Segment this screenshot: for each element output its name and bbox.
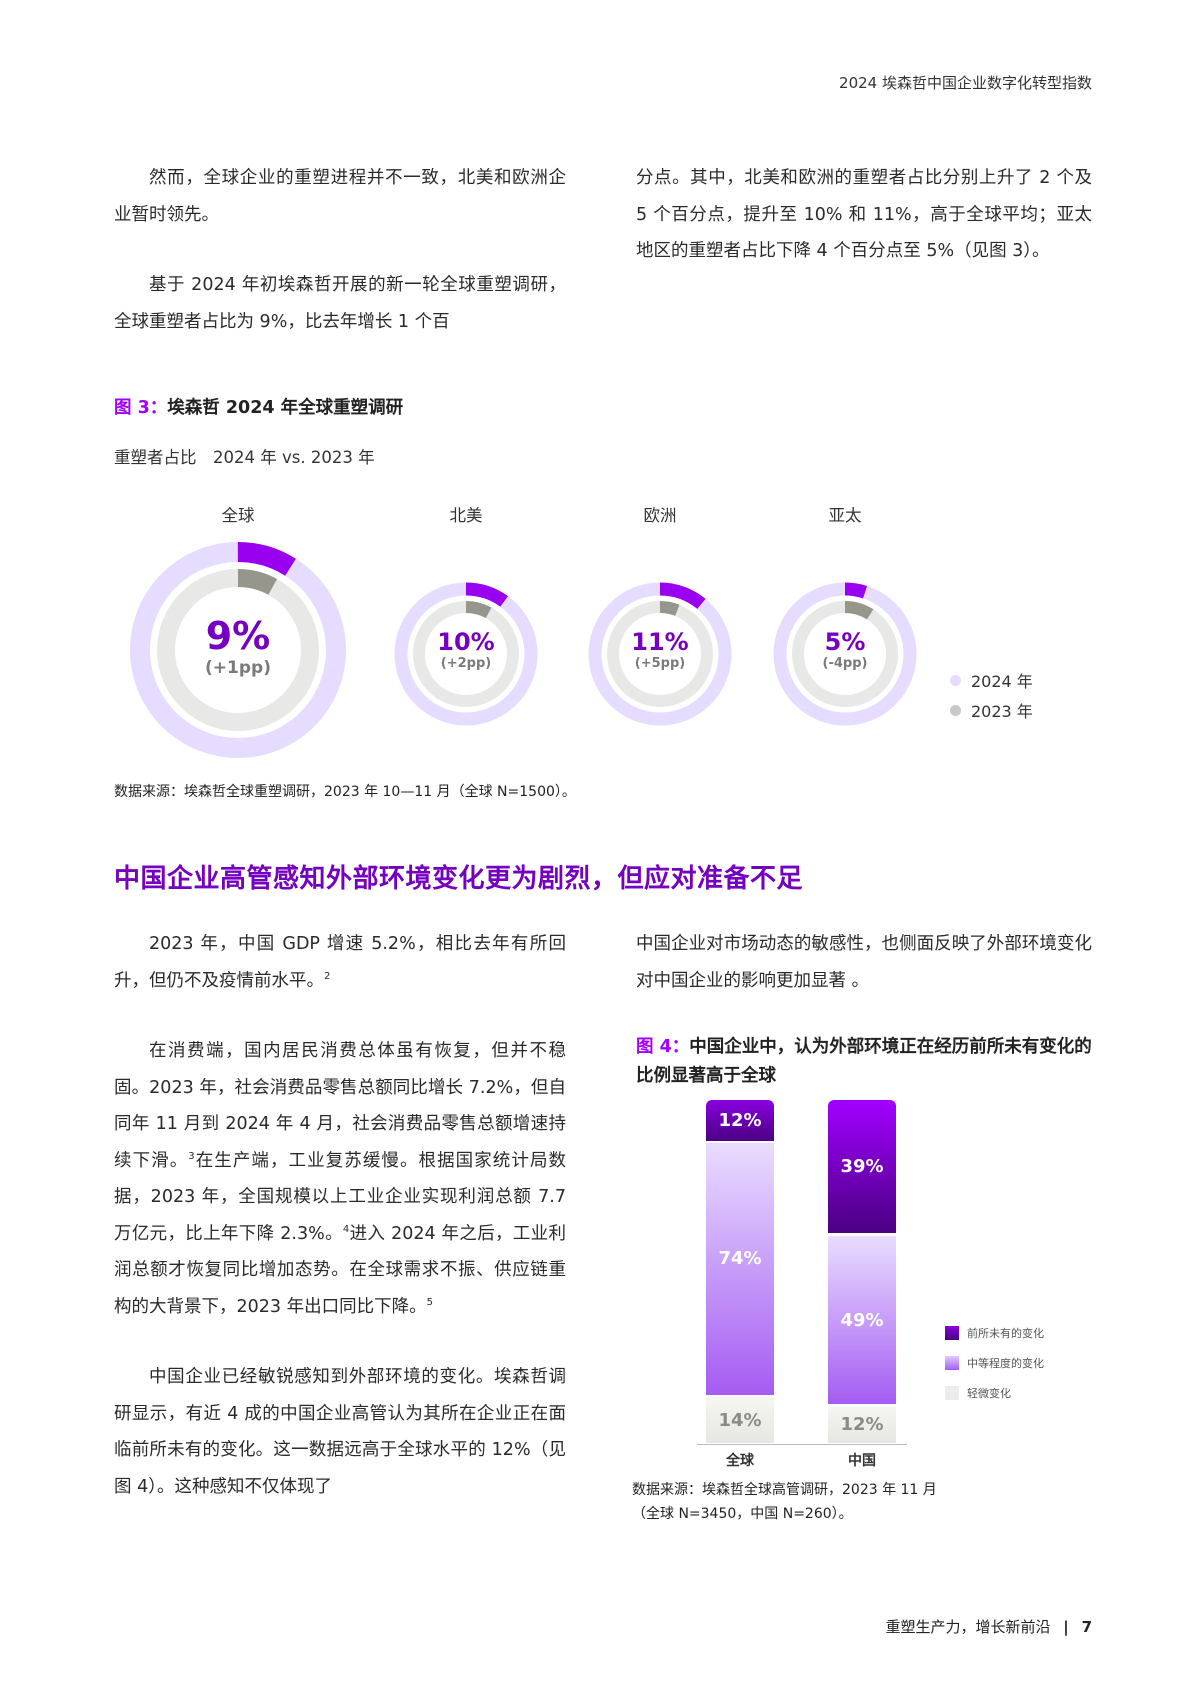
figure-3-subtitle: 重塑者占比 2024 年 vs. 2023 年 bbox=[114, 448, 375, 467]
bar-china-slight: 12% bbox=[828, 1406, 896, 1443]
donut-north-america: 10% (+2pp) bbox=[394, 582, 538, 726]
x-label-global: 全球 bbox=[726, 1453, 754, 1469]
figure-3-title-text: 埃森哲 2024 年全球重塑调研 bbox=[167, 398, 404, 418]
legend-dot-2024-icon bbox=[950, 674, 961, 686]
bar-global-slight: 14% bbox=[706, 1397, 774, 1443]
legend-item-unprecedented: 前所未有的变化 bbox=[945, 1325, 1044, 1341]
intro-paragraph-1: 然而，全球企业的重塑进程并不一致，北美和欧洲企业暂时领先。 bbox=[114, 168, 566, 225]
legend-swatch-unprecedented-icon bbox=[945, 1326, 959, 1340]
intro-right-column: 分点。其中，北美和欧洲的重塑者占比分别上升了 2 个及 5 个百分点，提升至 1… bbox=[636, 160, 1092, 270]
bar-global: 12% 74% 14% bbox=[706, 1100, 774, 1443]
donut-europe: 11% (+5pp) bbox=[588, 582, 732, 726]
region-label-global: 全球 bbox=[221, 506, 255, 525]
footnote-ref: 3 bbox=[188, 1150, 195, 1162]
chart-baseline bbox=[697, 1444, 907, 1445]
figure-4-number: 图 4： bbox=[636, 1037, 690, 1057]
body-right-column: 中国企业对市场动态的敏感性，也侧面反映了外部环境变化对中国企业的影响更加显著 。 bbox=[636, 926, 1092, 999]
figure-3-title: 图 3：埃森哲 2024 年全球重塑调研 bbox=[114, 394, 403, 419]
legend-item-2024: 2024 年 bbox=[950, 668, 1033, 692]
donut-apac: 5% (-4pp) bbox=[773, 582, 917, 726]
footer-text: 重塑生产力，增长新前沿 bbox=[885, 1618, 1051, 1636]
figure-3-number: 图 3： bbox=[114, 398, 168, 418]
legend-item-slight: 轻微变化 bbox=[945, 1385, 1044, 1401]
running-header: 2024 埃森哲中国企业数字化转型指数 bbox=[839, 74, 1092, 92]
donut-apac-change: (-4pp) bbox=[822, 656, 868, 671]
intro-left-column: 然而，全球企业的重塑进程并不一致，北美和欧洲企业暂时领先。 基于 2024 年初… bbox=[114, 160, 566, 340]
figure-4-source: 数据来源：埃森哲全球高管调研，2023 年 11 月 （全球 N=3450，中国… bbox=[632, 1482, 937, 1522]
figure-4-title-text: 中国企业中，认为外部环境正在经历前所未有变化的比例显著高于全球 bbox=[636, 1037, 1092, 1086]
page-footer: 重塑生产力，增长新前沿 | 7 bbox=[886, 1616, 1093, 1637]
body-paragraph-consumption: 在消费端，国内居民消费总体虽有恢复，但并不稳固。2023 年，社会消费品零售总额… bbox=[114, 1041, 567, 1317]
donut-global-value: 9% bbox=[205, 614, 271, 658]
donut-global-graphic bbox=[130, 542, 346, 758]
x-label-china: 中国 bbox=[848, 1453, 876, 1469]
figure-3-source: 数据来源：埃森哲全球重塑调研，2023 年 10—11 月（全球 N=1500）… bbox=[114, 784, 576, 800]
body-left-column: 2023 年，中国 GDP 增速 5.2%，相比去年有所回升，但仍不及疫情前水平… bbox=[114, 926, 566, 1505]
donut-global: 9% (+1pp) bbox=[128, 540, 348, 760]
body-paragraph-gdp: 2023 年，中国 GDP 增速 5.2%，相比去年有所回升，但仍不及疫情前水平… bbox=[114, 934, 566, 991]
section-heading: 中国企业高管感知外部环境变化更为剧烈，但应对准备不足 bbox=[114, 864, 804, 894]
body-paragraph-continued: 中国企业对市场动态的敏感性，也侧面反映了外部环境变化对中国企业的影响更加显著 。 bbox=[636, 934, 1092, 991]
figure-3-legend: 2024 年 2023 年 bbox=[950, 668, 1033, 722]
body-paragraph-perception: 中国企业已经敏锐感知到外部环境的变化。埃森哲调研显示，有近 4 成的中国企业高管… bbox=[114, 1367, 566, 1497]
region-label-europe: 欧洲 bbox=[643, 506, 677, 525]
donut-north-america-value: 10% bbox=[437, 628, 495, 656]
bar-global-moderate: 74% bbox=[706, 1143, 774, 1395]
bar-china: 39% 49% 12% bbox=[828, 1100, 896, 1443]
donut-global-change: (+1pp) bbox=[205, 658, 271, 678]
legend-item-2023: 2023 年 bbox=[950, 698, 1033, 722]
bar-global-unprecedented: 12% bbox=[706, 1100, 774, 1141]
bar-china-moderate: 49% bbox=[828, 1236, 896, 1404]
legend-dot-2023-icon bbox=[950, 704, 961, 716]
intro-paragraph-continued: 分点。其中，北美和欧洲的重塑者占比分别上升了 2 个及 5 个百分点，提升至 1… bbox=[636, 168, 1092, 261]
footnote-ref: 2 bbox=[324, 970, 331, 982]
legend-item-moderate: 中等程度的变化 bbox=[945, 1355, 1044, 1371]
footer-separator: | bbox=[1063, 1618, 1069, 1636]
donut-north-america-change: (+2pp) bbox=[440, 656, 492, 671]
donut-europe-value: 11% bbox=[631, 628, 689, 656]
legend-swatch-slight-icon bbox=[945, 1386, 959, 1400]
region-label-north-america: 北美 bbox=[449, 506, 483, 525]
intro-paragraph-2: 基于 2024 年初埃森哲开展的新一轮全球重塑调研，全球重塑者占比为 9%，比去… bbox=[114, 275, 566, 332]
footnote-ref: 4 bbox=[342, 1223, 350, 1235]
region-label-apac: 亚太 bbox=[828, 506, 862, 525]
figure-4-legend: 前所未有的变化 中等程度的变化 轻微变化 bbox=[945, 1325, 1044, 1401]
footnote-ref: 5 bbox=[426, 1296, 433, 1308]
figure-4-title: 图 4：中国企业中，认为外部环境正在经历前所未有变化的比例显著高于全球 bbox=[636, 1033, 1092, 1091]
legend-swatch-moderate-icon bbox=[945, 1356, 959, 1370]
donut-europe-change: (+5pp) bbox=[634, 656, 686, 671]
donut-apac-value: 5% bbox=[824, 628, 866, 656]
page-number: 7 bbox=[1081, 1618, 1092, 1636]
bar-china-unprecedented: 39% bbox=[828, 1100, 896, 1233]
